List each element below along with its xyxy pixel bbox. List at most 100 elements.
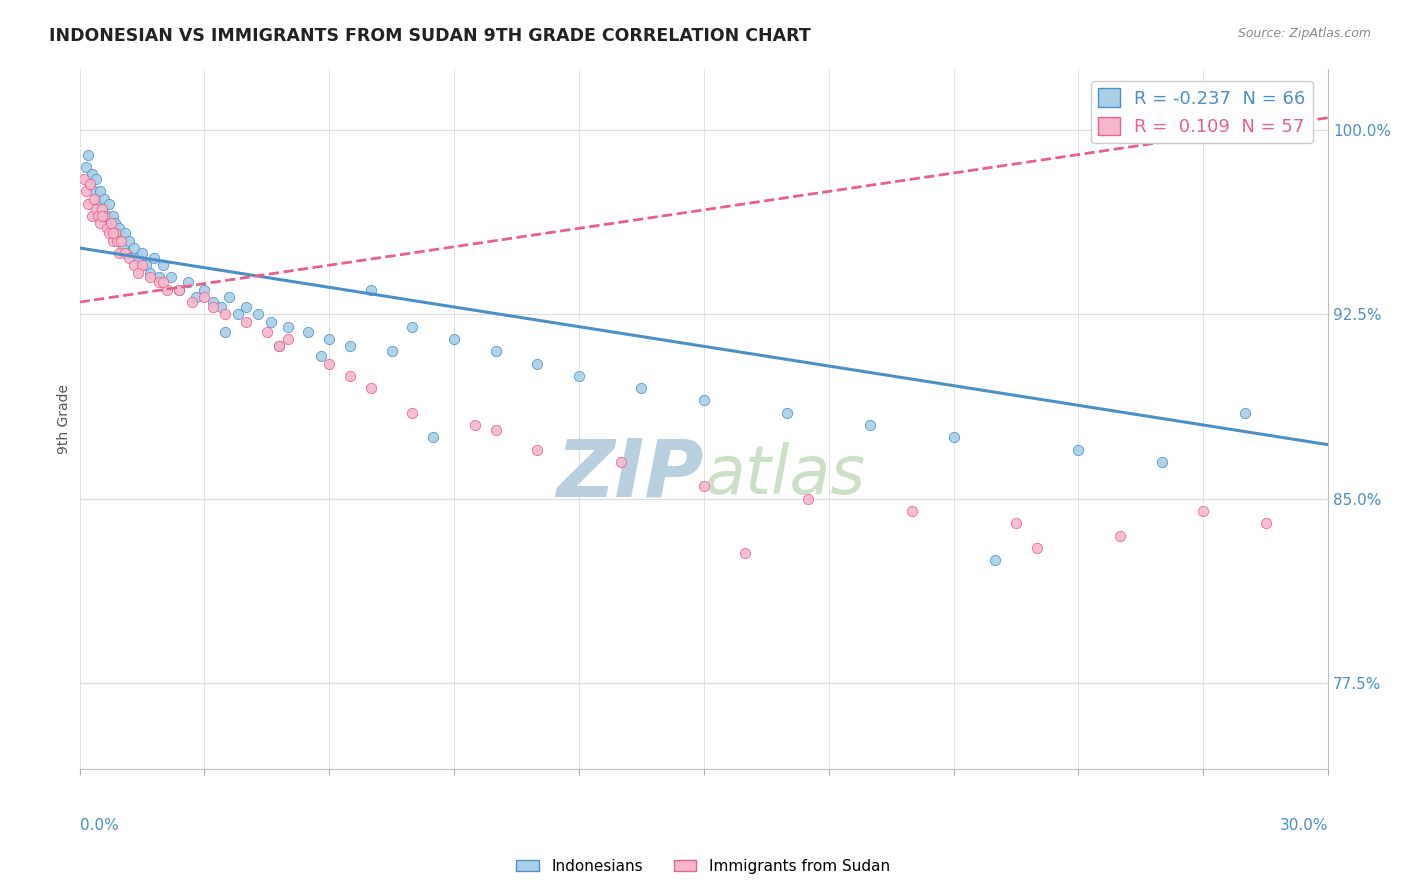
- Point: [148, 276, 170, 290]
- Point: [277, 332, 299, 346]
- Point: [1109, 528, 1132, 542]
- Point: [1233, 406, 1256, 420]
- Point: [1254, 516, 1277, 531]
- Point: [269, 339, 291, 353]
- Point: [942, 430, 965, 444]
- Point: [101, 209, 124, 223]
- Point: [127, 251, 149, 265]
- Point: [1192, 504, 1215, 518]
- Point: [360, 283, 382, 297]
- Point: [734, 546, 756, 560]
- Point: [381, 344, 404, 359]
- Point: [318, 357, 340, 371]
- Point: [135, 258, 157, 272]
- Point: [485, 423, 508, 437]
- Point: [526, 357, 548, 371]
- Point: [89, 185, 111, 199]
- Point: [76, 196, 98, 211]
- Point: [1005, 516, 1028, 531]
- Point: [131, 246, 153, 260]
- Point: [422, 430, 444, 444]
- Point: [859, 417, 882, 432]
- Point: [184, 290, 207, 304]
- Point: [139, 266, 162, 280]
- Point: [87, 209, 110, 223]
- Legend: R = -0.237  N = 66, R =  0.109  N = 57: R = -0.237 N = 66, R = 0.109 N = 57: [1091, 81, 1313, 144]
- Point: [84, 172, 107, 186]
- Point: [277, 319, 299, 334]
- Point: [318, 332, 340, 346]
- Point: [339, 368, 361, 383]
- Point: [193, 283, 215, 297]
- Point: [114, 246, 136, 260]
- Point: [152, 276, 174, 290]
- Y-axis label: 9th Grade: 9th Grade: [58, 384, 72, 454]
- Point: [100, 221, 122, 235]
- Point: [104, 216, 127, 230]
- Point: [260, 315, 283, 329]
- Point: [235, 300, 257, 314]
- Point: [97, 226, 120, 240]
- Point: [309, 349, 332, 363]
- Point: [401, 319, 423, 334]
- Point: [101, 226, 124, 240]
- Point: [131, 258, 153, 272]
- Point: [79, 177, 101, 191]
- Point: [193, 290, 215, 304]
- Point: [177, 276, 200, 290]
- Point: [169, 283, 191, 297]
- Point: [148, 270, 170, 285]
- Point: [160, 270, 183, 285]
- Point: [73, 172, 96, 186]
- Point: [83, 185, 105, 199]
- Point: [110, 234, 132, 248]
- Text: 30.0%: 30.0%: [1279, 818, 1329, 833]
- Point: [209, 300, 232, 314]
- Point: [269, 339, 291, 353]
- Point: [101, 234, 124, 248]
- Point: [464, 417, 486, 432]
- Point: [80, 209, 103, 223]
- Point: [609, 455, 631, 469]
- Point: [93, 192, 115, 206]
- Point: [526, 442, 548, 457]
- Point: [91, 209, 114, 223]
- Point: [84, 202, 107, 216]
- Point: [247, 307, 270, 321]
- Point: [235, 315, 257, 329]
- Point: [693, 479, 716, 493]
- Text: atlas: atlas: [704, 442, 865, 508]
- Point: [256, 325, 278, 339]
- Point: [169, 283, 191, 297]
- Text: ZIP: ZIP: [557, 436, 704, 514]
- Point: [91, 202, 114, 216]
- Point: [630, 381, 652, 395]
- Point: [108, 221, 131, 235]
- Point: [201, 300, 224, 314]
- Point: [105, 226, 128, 240]
- Point: [97, 196, 120, 211]
- Point: [1067, 442, 1090, 457]
- Point: [297, 325, 319, 339]
- Text: INDONESIAN VS IMMIGRANTS FROM SUDAN 9TH GRADE CORRELATION CHART: INDONESIAN VS IMMIGRANTS FROM SUDAN 9TH …: [49, 27, 811, 45]
- Point: [93, 209, 115, 223]
- Point: [226, 307, 249, 321]
- Point: [87, 196, 110, 211]
- Point: [360, 381, 382, 395]
- Point: [96, 209, 118, 223]
- Point: [143, 251, 166, 265]
- Point: [1275, 118, 1298, 132]
- Point: [118, 234, 141, 248]
- Point: [485, 344, 508, 359]
- Point: [901, 504, 924, 518]
- Point: [100, 216, 122, 230]
- Point: [110, 234, 132, 248]
- Point: [96, 221, 118, 235]
- Point: [214, 325, 236, 339]
- Point: [568, 368, 591, 383]
- Point: [152, 258, 174, 272]
- Point: [218, 290, 240, 304]
- Point: [117, 246, 139, 260]
- Point: [114, 226, 136, 240]
- Point: [1025, 541, 1047, 555]
